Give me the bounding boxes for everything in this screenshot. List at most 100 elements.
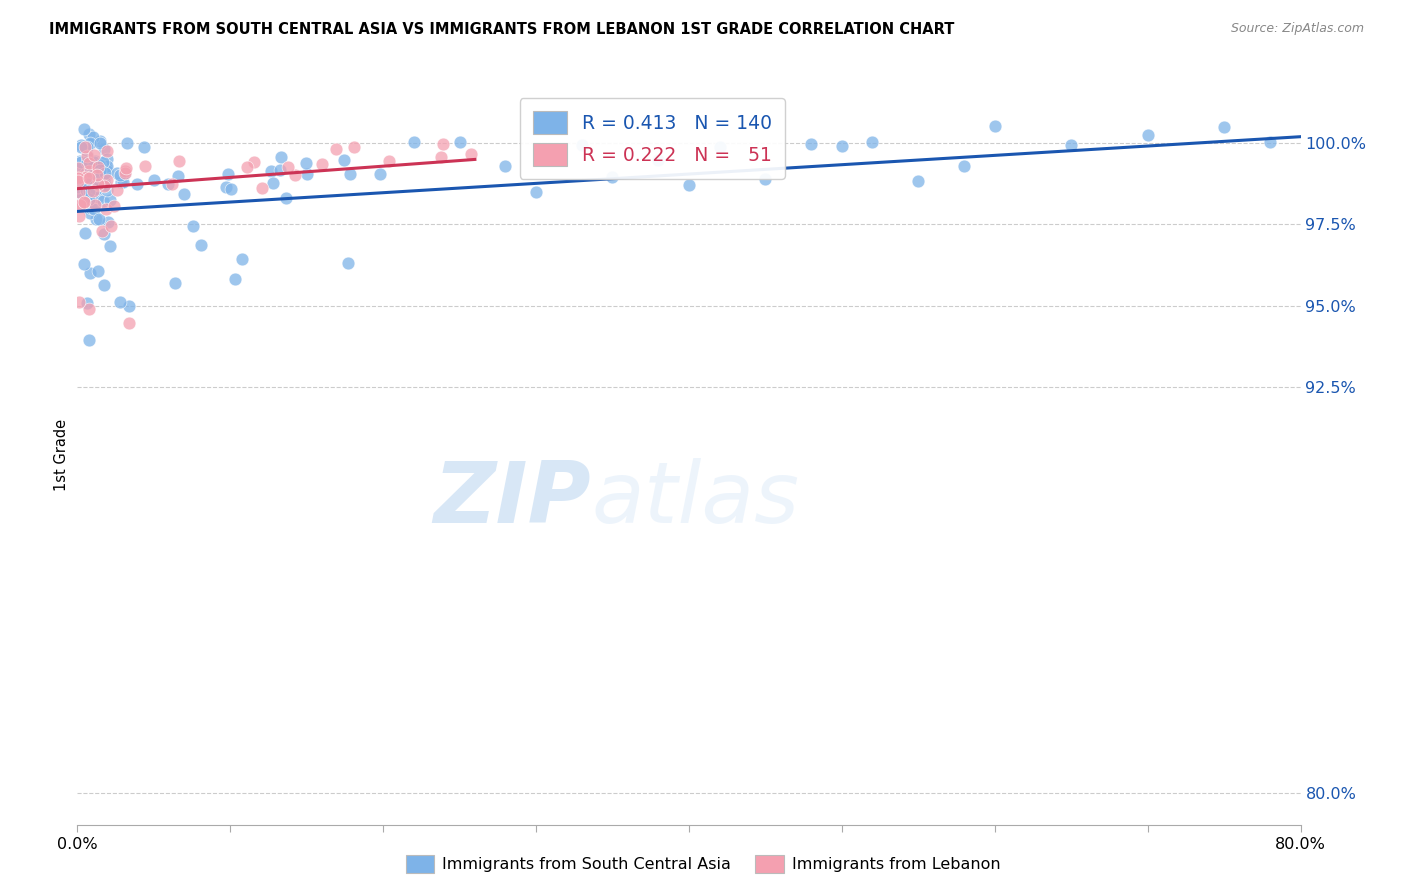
- Point: [79, 188, 101, 202]
- Point: [262, 176, 284, 190]
- Point: [67, 174, 90, 188]
- Point: [76, 148, 98, 162]
- Point: [69, 196, 91, 211]
- Point: [460, 146, 482, 161]
- Point: [224, 271, 246, 285]
- Point: [862, 135, 884, 149]
- Point: [87, 159, 110, 173]
- Point: [73, 140, 96, 154]
- Point: [84, 182, 107, 196]
- Point: [325, 142, 347, 156]
- Point: [163, 276, 186, 290]
- Point: [117, 316, 139, 330]
- Point: [571, 138, 593, 153]
- Point: [72, 167, 94, 181]
- Point: [84, 168, 107, 182]
- Point: [96, 163, 118, 178]
- Point: [143, 173, 166, 187]
- Point: [336, 256, 359, 270]
- Point: [87, 211, 110, 226]
- Point: [79, 170, 101, 185]
- Point: [84, 182, 107, 196]
- Point: [79, 136, 101, 151]
- Point: [70, 183, 93, 197]
- Point: [250, 180, 273, 194]
- Point: [953, 159, 976, 173]
- Point: [76, 177, 98, 191]
- Point: [98, 238, 121, 252]
- Point: [173, 187, 195, 202]
- Point: [96, 144, 118, 158]
- Y-axis label: 1st Grade: 1st Grade: [53, 419, 69, 491]
- Point: [67, 161, 90, 176]
- Point: [110, 175, 132, 189]
- Point: [75, 166, 97, 180]
- Point: [83, 198, 105, 212]
- Point: [800, 136, 823, 151]
- Point: [96, 161, 118, 175]
- Point: [134, 159, 156, 173]
- Point: [91, 194, 114, 209]
- Point: [678, 178, 700, 192]
- Point: [96, 152, 118, 166]
- Point: [231, 252, 253, 267]
- Point: [69, 170, 91, 185]
- Point: [754, 172, 776, 186]
- Point: [125, 177, 148, 191]
- Point: [343, 140, 366, 154]
- Point: [339, 167, 361, 181]
- Text: ZIP: ZIP: [433, 458, 591, 541]
- Point: [602, 169, 624, 184]
- Point: [79, 206, 101, 220]
- Point: [108, 168, 131, 182]
- Point: [429, 150, 451, 164]
- Point: [93, 142, 115, 156]
- Point: [1258, 135, 1281, 149]
- Point: [100, 193, 122, 207]
- Point: [67, 185, 90, 199]
- Point: [77, 192, 100, 206]
- Point: [333, 153, 356, 167]
- Point: [77, 127, 100, 141]
- Point: [93, 178, 115, 193]
- Point: [90, 224, 112, 238]
- Point: [167, 169, 190, 183]
- Point: [69, 154, 91, 169]
- Point: [378, 153, 401, 168]
- Point: [72, 195, 94, 210]
- Point: [984, 119, 1007, 133]
- Point: [449, 135, 471, 149]
- Point: [77, 163, 100, 178]
- Point: [105, 183, 128, 197]
- Point: [67, 177, 90, 191]
- Point: [181, 219, 204, 233]
- Point: [72, 187, 94, 202]
- Point: [79, 156, 101, 170]
- Point: [108, 294, 131, 309]
- Point: [115, 136, 138, 151]
- Point: [70, 140, 93, 154]
- Point: [89, 135, 111, 149]
- Point: [118, 299, 141, 313]
- Point: [221, 182, 243, 196]
- Point: [87, 264, 110, 278]
- Point: [103, 198, 125, 212]
- Point: [93, 174, 115, 188]
- Point: [96, 183, 118, 197]
- Point: [114, 164, 136, 178]
- Point: [75, 174, 97, 188]
- Point: [260, 163, 283, 178]
- Point: [67, 294, 90, 309]
- Point: [77, 160, 100, 174]
- Point: [83, 168, 105, 182]
- Point: [93, 227, 115, 241]
- Legend: Immigrants from South Central Asia, Immigrants from Lebanon: Immigrants from South Central Asia, Immi…: [399, 848, 1007, 880]
- Point: [82, 165, 104, 179]
- Text: atlas: atlas: [591, 458, 799, 541]
- Point: [67, 209, 90, 223]
- Text: Source: ZipAtlas.com: Source: ZipAtlas.com: [1230, 22, 1364, 36]
- Point: [96, 173, 118, 187]
- Point: [70, 138, 93, 153]
- Point: [132, 140, 155, 154]
- Point: [97, 215, 120, 229]
